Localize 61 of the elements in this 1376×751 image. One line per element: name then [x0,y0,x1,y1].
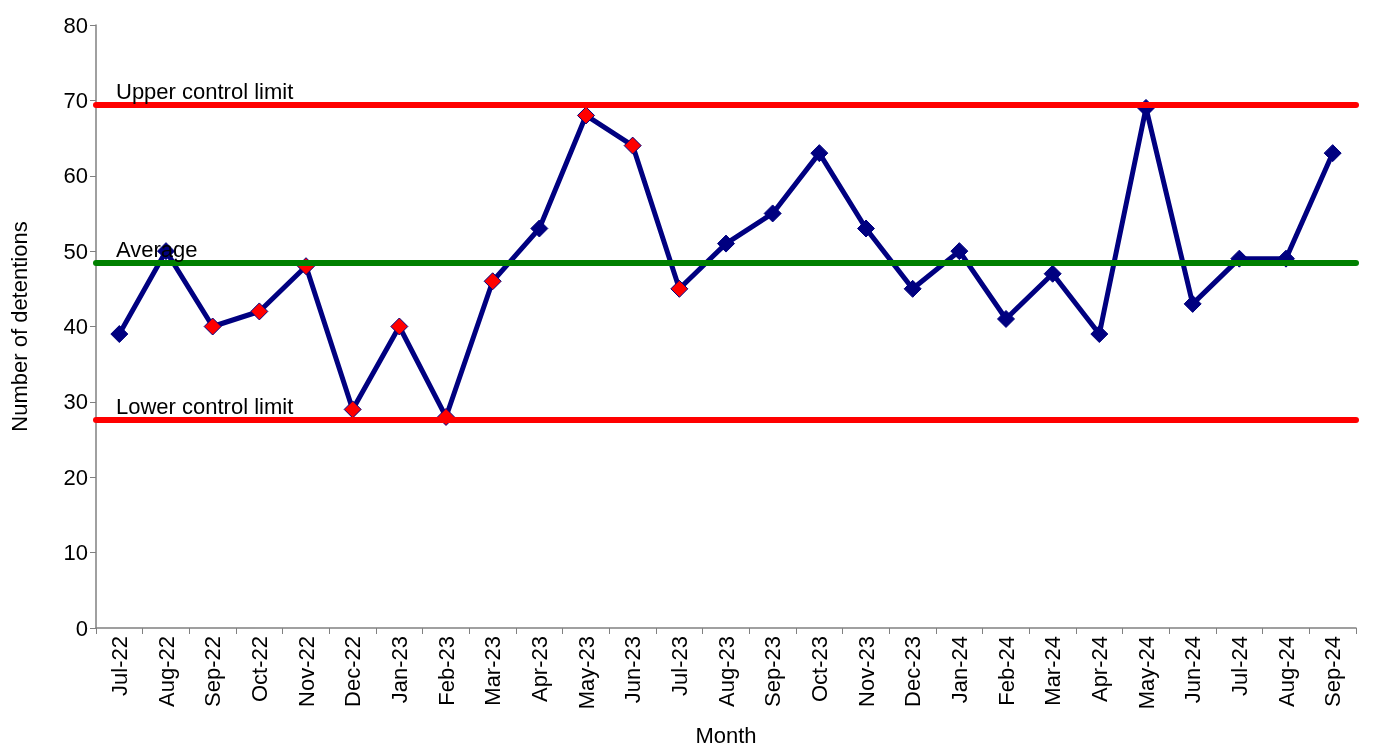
point [670,279,689,298]
x-tick-label: Feb-24 [993,636,1019,706]
x-tick-label: May-24 [1133,636,1159,710]
y-tick-label: 50 [63,238,88,264]
point [903,279,922,298]
x-tick-label: Aug-22 [153,636,179,707]
x-tick-label: Dec-23 [900,636,926,707]
x-tick-label: Jun-23 [620,636,646,704]
point [857,219,875,238]
point [110,325,129,344]
x-tick-label: Oct-23 [806,636,832,703]
point [203,317,222,336]
y-tick-label: 0 [75,615,88,641]
y-axis-title: Number of detentions [6,221,32,432]
y-tick-label: 20 [63,464,88,490]
point [1043,264,1062,283]
x-tick-label: Apr-24 [1086,636,1112,703]
x-tick-label: Jul-24 [1226,636,1252,696]
y-tick-label: 80 [63,12,88,38]
x-tick-label: Aug-23 [713,636,739,707]
point [577,106,595,125]
x-tick-label: Jul-23 [666,636,692,696]
x-tick-label: Sep-23 [760,636,786,707]
x-tick-label: Jun-24 [1180,636,1206,704]
y-tick-label: 70 [63,87,88,113]
point [1183,294,1202,313]
x-tick-label: Feb-23 [433,636,459,706]
x-tick-label: Nov-22 [293,636,319,707]
point [343,400,362,419]
y-tick-label: 40 [63,314,88,339]
x-tick-label: Sep-24 [1320,636,1346,707]
x-tick-label: Jul-22 [106,636,132,696]
point [530,219,549,238]
x-tick-label: Dec-22 [340,636,366,707]
point [250,302,269,321]
y-tick-label: 60 [63,163,88,189]
point [390,317,409,336]
point [997,309,1015,328]
x-tick-label: Sep-22 [200,636,226,707]
x-tick-label: Mar-24 [1040,636,1066,706]
x-tick-label: Nov-23 [853,636,879,707]
point [763,204,782,223]
point [1090,325,1109,344]
point [717,234,735,253]
x-tick-label: Oct-22 [246,636,272,703]
point [483,272,502,291]
point [1323,144,1342,163]
x-tick-label: May-23 [573,636,599,710]
point [810,144,829,163]
x-tick-label: Mar-23 [480,636,506,706]
point [950,242,969,261]
x-tick-label: Aug-24 [1273,636,1299,707]
y-tick-label: 30 [63,389,88,415]
y-tick-label: 10 [63,540,88,566]
x-tick-label: Apr-23 [526,636,552,703]
ref-line-label: Upper control limit [116,79,294,105]
ref-line-label: Lower control limit [116,394,294,420]
x-axis-title: Month [695,722,757,748]
x-tick-label: Jan-23 [386,636,412,704]
point [623,136,642,155]
x-tick-label: Jan-24 [946,636,972,704]
